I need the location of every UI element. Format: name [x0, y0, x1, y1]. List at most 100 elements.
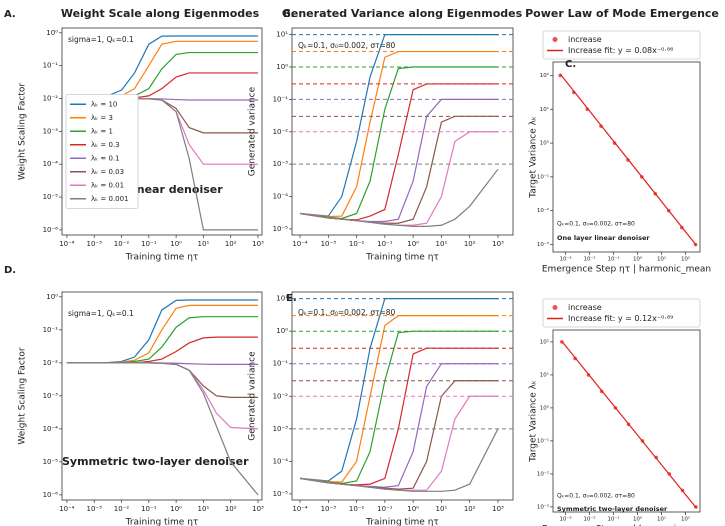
- y-tick-label: 10⁻³: [273, 160, 289, 168]
- y-tick-label: 10⁻⁶: [43, 491, 59, 499]
- series-line: [299, 168, 499, 227]
- legend-box: [542, 30, 701, 60]
- x-tick-label: 10³: [252, 505, 264, 513]
- series-line: [299, 83, 498, 221]
- x-tick-label: 10⁰: [407, 505, 419, 513]
- series-line: [66, 316, 259, 364]
- series-line: [66, 51, 259, 100]
- x-tick-label: 10¹: [657, 516, 666, 523]
- x-tick-label: 10³: [252, 240, 264, 248]
- y-axis-label: Weight Scaling Factor: [18, 347, 28, 445]
- series-line: [299, 315, 498, 483]
- chart-title: Generated Variance along Eigenmodes: [282, 7, 523, 20]
- y-tick-label: 10¹: [276, 295, 288, 303]
- x-axis-label: Training time ητ: [125, 518, 199, 526]
- x-tick-label: 10¹: [436, 505, 448, 513]
- x-tick-label: 10⁻²: [583, 256, 595, 263]
- y-tick-label: 10⁰: [276, 63, 288, 71]
- x-tick-label: 10⁻⁴: [292, 240, 308, 248]
- x-tick-label: 10²: [681, 516, 690, 523]
- series-line: [299, 380, 498, 490]
- y-tick-label: 10⁻⁴: [43, 425, 59, 433]
- y-tick-label: 10⁻¹: [43, 62, 59, 70]
- annotation: Qₖ=0.1, σ₀=0.002, σᴛ=80: [298, 41, 396, 50]
- x-tick-label: 10²: [225, 505, 237, 513]
- legend-label: increase: [568, 303, 602, 312]
- legend-label: λₖ = 0.001: [91, 195, 128, 203]
- x-tick-label: 10¹: [198, 505, 210, 513]
- x-tick-label: 10⁻²: [349, 505, 365, 513]
- series-line: [299, 428, 499, 492]
- plot-area: [66, 299, 259, 496]
- x-tick-label: 10⁰: [170, 505, 182, 513]
- x-tick-label: 10²: [464, 240, 476, 248]
- panel-label: A.: [4, 9, 16, 20]
- panel-label: E.: [286, 293, 297, 304]
- y-tick-label: 10⁰: [540, 140, 550, 147]
- x-tick-label: 10⁰: [633, 256, 643, 263]
- x-axis-label: Emergence Step ητ | harmonic_mean: [542, 265, 711, 275]
- plot-area: [292, 34, 513, 227]
- legend-label: λₖ = 10: [91, 100, 117, 108]
- annotation: Qₖ=0.1, σ₀=0.002, σᴛ=80: [298, 308, 396, 317]
- plot-area: [292, 298, 513, 492]
- x-tick-label: 10¹: [436, 240, 448, 248]
- x-tick-label: 10⁻³: [321, 240, 337, 248]
- series-line: [299, 347, 498, 486]
- y-tick-label: 10⁻²: [537, 207, 549, 214]
- series-line: [299, 66, 498, 220]
- x-tick-label: 10⁻¹: [377, 505, 393, 513]
- legend-swatch: [552, 305, 558, 310]
- y-tick-label: 10⁻¹: [537, 437, 549, 444]
- series-line: [66, 362, 259, 430]
- fit-line: [559, 73, 697, 246]
- legend-label: increase: [568, 35, 602, 44]
- plot-frame: [61, 291, 263, 501]
- x-tick-label: 10²: [681, 256, 690, 263]
- legend-label: Increase fit: y = 0.12x⁻⁰·⁸⁹: [568, 314, 673, 323]
- y-tick-label: 10⁻¹: [273, 360, 289, 368]
- plot-frame: [552, 61, 701, 253]
- x-axis-label: Training time ητ: [365, 518, 439, 526]
- series-line: [66, 40, 259, 100]
- y-tick-label: 10⁻⁵: [273, 490, 289, 498]
- y-tick-label: 10⁻¹: [537, 173, 549, 180]
- fit-line: [561, 340, 698, 509]
- y-axis-label: Target Variance λₖ: [529, 116, 539, 199]
- x-tick-label: 10¹: [657, 256, 666, 263]
- y-tick-label: 10⁻²: [537, 470, 549, 477]
- x-tick-label: 10⁻³: [87, 505, 103, 513]
- chart-title: Power Law of Mode Emergence: [525, 7, 719, 20]
- x-tick-label: 10²: [464, 505, 476, 513]
- x-tick-label: 10⁻²: [349, 240, 365, 248]
- legend-label: λₖ = 0.03: [91, 168, 124, 176]
- x-tick-label: 10⁻¹: [607, 256, 619, 263]
- y-axis-label: Generated variance: [248, 86, 258, 176]
- x-tick-label: 10⁰: [407, 240, 419, 248]
- legend-label: λₖ = 0.3: [91, 141, 120, 149]
- plot-frame: [552, 329, 701, 513]
- annotation: One layer linear denoiser: [557, 234, 650, 242]
- x-tick-label: 10⁻²: [583, 516, 595, 523]
- series-line: [299, 131, 498, 226]
- annotation: Qₖ=0.1, σ₀=0.002, σᴛ=80: [557, 493, 635, 500]
- panel-label: C.: [565, 59, 576, 70]
- legend-label: λₖ = 1: [91, 127, 113, 135]
- y-tick-label: 10⁻⁴: [43, 160, 59, 168]
- y-tick-label: 10⁻²: [43, 359, 59, 367]
- annotation: Symmetric two-layer denoiser: [557, 505, 668, 513]
- series-line: [299, 50, 498, 218]
- series-line: [299, 395, 498, 491]
- y-tick-label: 10⁻²: [273, 128, 289, 136]
- x-tick-label: 10⁻³: [559, 256, 571, 263]
- x-tick-label: 10⁻⁴: [59, 505, 75, 513]
- legend-box: [65, 94, 139, 209]
- annotation: Symmetric two-layer denoiser: [62, 455, 249, 468]
- y-tick-label: 10¹: [540, 371, 549, 378]
- series-line: [66, 362, 259, 398]
- y-tick-label: 10⁻⁴: [273, 457, 289, 465]
- y-tick-label: 10²: [540, 338, 549, 345]
- x-tick-label: 10⁻⁴: [292, 505, 308, 513]
- y-tick-label: 10⁻³: [537, 241, 549, 248]
